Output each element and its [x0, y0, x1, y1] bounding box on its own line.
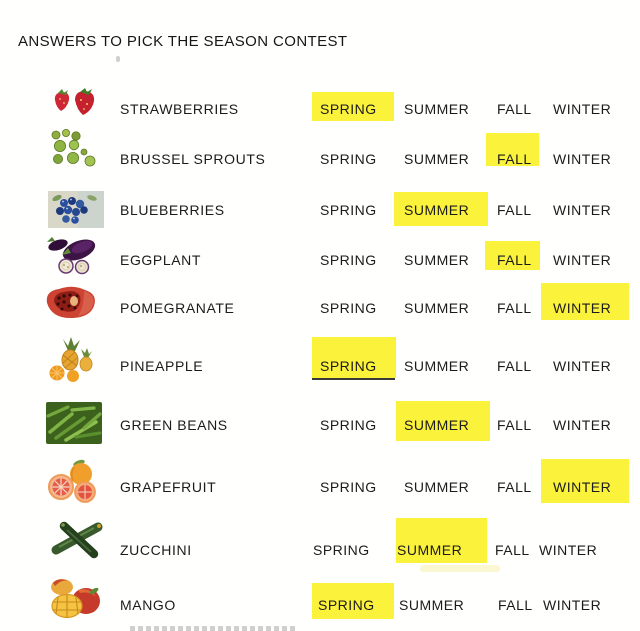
season-option-winter: WINTER: [553, 479, 612, 495]
row-brussel-sprouts: BRUSSEL SPROUTS SPRING SUMMER FALL WINTE…: [0, 129, 640, 191]
answer-highlight: [486, 133, 539, 166]
season-option-winter: WINTER: [553, 300, 612, 316]
brussel-sprouts-icon: [46, 128, 104, 168]
eggplant-icon: [44, 233, 104, 275]
season-option-fall: FALL: [497, 358, 532, 374]
answer-highlight: [541, 283, 629, 320]
season-option-spring: SPRING: [320, 252, 377, 268]
season-option-spring: SPRING: [320, 479, 377, 495]
mango-icon: [44, 573, 104, 621]
item-label: MANGO: [120, 597, 176, 613]
season-option-summer: SUMMER: [404, 202, 470, 218]
season-option-summer: SUMMER: [404, 252, 470, 268]
cut-off-footer-text: [130, 626, 298, 631]
item-label: BRUSSEL SPROUTS: [120, 151, 266, 167]
answer-highlight: [396, 518, 487, 563]
pomegranate-icon: [44, 283, 100, 321]
season-option-fall: FALL: [497, 202, 532, 218]
row-pineapple: PINEAPPLE SPRING SUMMER FALL WINTER: [0, 337, 640, 398]
answer-highlight: [312, 583, 394, 619]
season-option-summer: SUMMER: [404, 479, 470, 495]
answer-highlight: [312, 92, 394, 121]
row-zucchini: ZUCCHINI SPRING SUMMER FALL WINTER: [0, 518, 640, 582]
season-option-spring: SPRING: [320, 358, 377, 374]
page-title: ANSWERS TO PICK THE SEASON CONTEST: [18, 33, 348, 50]
season-option-winter: WINTER: [543, 597, 602, 613]
answer-underline: [312, 378, 395, 380]
item-label: GRAPEFRUIT: [120, 479, 217, 495]
season-option-winter: WINTER: [539, 542, 598, 558]
season-option-spring: SPRING: [318, 597, 375, 613]
season-option-fall: FALL: [497, 479, 532, 495]
scan-speck: [116, 56, 120, 62]
item-label: EGGPLANT: [120, 252, 202, 268]
season-option-spring: SPRING: [320, 417, 377, 433]
season-option-spring: SPRING: [320, 101, 377, 117]
season-option-fall: FALL: [497, 300, 532, 316]
row-strawberries: STRAWBERRIES SPRING SUMMER FALL WINTER: [0, 88, 640, 141]
item-label: BLUEBERRIES: [120, 202, 225, 218]
green-beans-icon: [46, 402, 102, 444]
season-option-winter: WINTER: [553, 202, 612, 218]
season-option-spring: SPRING: [313, 542, 370, 558]
pineapple-icon: [46, 337, 96, 383]
season-option-spring: SPRING: [320, 300, 377, 316]
item-label: POMEGRANATE: [120, 300, 235, 316]
blueberries-icon: [48, 191, 104, 228]
season-option-winter: WINTER: [553, 417, 612, 433]
season-option-summer: SUMMER: [404, 101, 470, 117]
answer-highlight: [485, 241, 540, 270]
season-option-fall: FALL: [495, 542, 530, 558]
season-option-fall: FALL: [497, 101, 532, 117]
season-option-fall: FALL: [498, 597, 533, 613]
row-green-beans: GREEN BEANS SPRING SUMMER FALL WINTER: [0, 401, 640, 457]
item-label: ZUCCHINI: [120, 542, 192, 558]
season-option-summer: SUMMER: [404, 417, 470, 433]
season-option-winter: WINTER: [553, 358, 612, 374]
season-option-summer: SUMMER: [404, 300, 470, 316]
answer-highlight: [396, 401, 490, 441]
answer-highlight: [394, 192, 488, 226]
season-option-spring: SPRING: [320, 151, 377, 167]
answer-highlight: [312, 337, 396, 378]
grapefruit-icon: [44, 457, 104, 503]
season-option-winter: WINTER: [553, 252, 612, 268]
row-pomegranate: POMEGRANATE SPRING SUMMER FALL WINTER: [0, 283, 640, 340]
season-option-summer: SUMMER: [397, 542, 463, 558]
row-grapefruit: GRAPEFRUIT SPRING SUMMER FALL WINTER: [0, 459, 640, 519]
item-label: STRAWBERRIES: [120, 101, 239, 117]
answer-highlight: [541, 459, 629, 503]
season-option-summer: SUMMER: [404, 151, 470, 167]
zucchini-icon: [42, 516, 110, 562]
strawberries-icon: [50, 88, 106, 118]
season-option-fall: FALL: [497, 151, 532, 167]
season-option-summer: SUMMER: [399, 597, 465, 613]
season-option-fall: FALL: [497, 252, 532, 268]
item-label: GREEN BEANS: [120, 417, 228, 433]
season-option-winter: WINTER: [553, 101, 612, 117]
highlighter-smear: [420, 565, 500, 572]
row-eggplant: EGGPLANT SPRING SUMMER FALL WINTER: [0, 237, 640, 292]
season-option-winter: WINTER: [553, 151, 612, 167]
season-option-summer: SUMMER: [404, 358, 470, 374]
row-mango: MANGO SPRING SUMMER FALL WINTER: [0, 579, 640, 631]
item-label: PINEAPPLE: [120, 358, 204, 374]
season-option-spring: SPRING: [320, 202, 377, 218]
row-blueberries: BLUEBERRIES SPRING SUMMER FALL WINTER: [0, 191, 640, 242]
season-option-fall: FALL: [497, 417, 532, 433]
